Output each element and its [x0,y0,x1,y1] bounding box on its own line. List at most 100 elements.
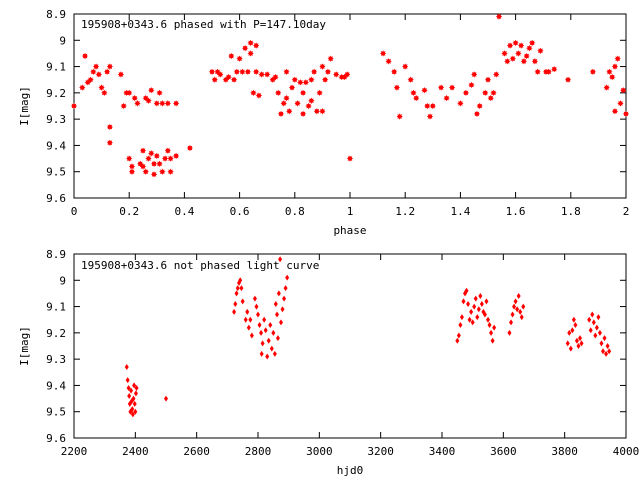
data-point [501,50,508,57]
data-point [597,329,602,336]
data-point [148,87,155,94]
data-point [385,58,392,65]
data-point [492,324,497,331]
y-tick-label: 9.2 [46,87,66,100]
data-point [81,52,89,60]
data-point [132,382,137,389]
data-point [469,308,474,315]
data-point [396,113,403,120]
data-point [283,68,290,76]
data-point [275,311,280,318]
y-tick-label: 9.1 [46,301,66,314]
data-point [95,71,103,78]
data-point [128,163,136,170]
y-tick-label: 9.4 [46,379,66,392]
data-point [131,395,136,402]
data-point [319,108,326,115]
y-tick-label: 9.5 [46,166,66,179]
data-point [327,55,334,62]
data-point [106,63,114,70]
data-point [482,89,489,97]
data-point [159,100,166,107]
data-point [90,68,97,76]
data-point [150,171,158,178]
data-point [125,377,130,384]
data-point [275,335,280,342]
data-point [308,97,315,104]
data-point [305,102,312,110]
data-point [126,155,133,162]
data-point [228,52,235,60]
data-point [393,84,401,91]
data-point [591,319,596,326]
data-point [272,73,279,81]
data-point [459,314,464,321]
data-point [129,387,134,394]
data-point [576,343,581,349]
data-point [603,84,610,91]
data-point [131,94,138,102]
data-point [602,335,607,342]
y-tick-label: 9 [59,34,66,47]
data-point [587,316,592,323]
data-point [132,400,137,407]
x-tick-label: 3800 [551,445,578,458]
x-tick-label: 0.4 [174,205,194,218]
x-tick-label: 1 [347,205,354,218]
data-point [461,298,466,305]
data-point [520,58,528,65]
data-point [273,300,278,307]
x-tick-label: 1.8 [561,205,581,218]
data-point [466,300,471,307]
data-point [247,50,254,57]
data-point [622,110,630,118]
data-point [164,147,172,154]
data-point [390,68,398,76]
data-point [282,295,287,302]
y-tick-label: 8.9 [46,248,66,261]
data-point [276,290,281,297]
data-point [124,364,129,371]
data-point [573,321,578,328]
y-tick-label: 9.2 [46,327,66,340]
data-point [167,155,174,162]
unphased-plot-title: 195908+0343.6 not phased light curve [81,259,319,272]
data-point [620,87,627,94]
data-point [510,311,515,318]
data-point [490,89,497,97]
phased-x-ticks: 0 0.2 0.4 0.6 0.8 1 1.2 1.4 1.6 1.8 2 [71,14,629,218]
data-point [277,110,285,118]
data-point [506,42,514,49]
data-point [479,300,484,307]
data-point [288,84,296,91]
data-point [607,348,612,355]
data-point [551,66,558,73]
data-point [285,274,290,281]
data-point [486,316,490,323]
data-point [250,89,257,97]
x-tick-label: 2600 [183,445,210,458]
data-point [249,332,254,339]
data-point [611,108,619,115]
data-point [79,84,86,91]
data-point [513,298,518,305]
data-point [574,337,579,344]
data-point [424,102,431,110]
data-point [145,97,152,104]
data-point [319,63,326,70]
data-point [596,314,601,321]
data-point [246,324,251,331]
data-point [268,321,273,328]
y-tick-label: 9.1 [46,61,66,74]
data-point [310,68,318,76]
data-point [534,68,541,76]
data-point [333,71,340,78]
data-point [509,319,513,326]
data-point [456,332,461,339]
unphased-plot-frame [73,253,627,439]
data-point [470,319,475,326]
y-tick-label: 9.3 [46,353,66,366]
data-point [410,89,417,97]
phased-plot-title: 195908+0343.6 phased with P=147.10day [81,18,326,31]
y-tick-label: 9.5 [46,406,66,419]
